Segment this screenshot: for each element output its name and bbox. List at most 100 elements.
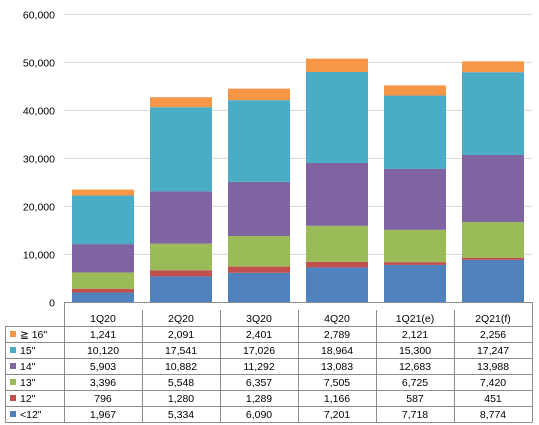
data-label: 8,774 <box>480 409 506 421</box>
legend-label: 14" <box>20 361 36 373</box>
x-tick-label: 3Q20 <box>246 313 272 325</box>
legend-swatch <box>10 347 16 353</box>
legend-label: <12" <box>20 409 42 421</box>
bar-segment <box>462 154 524 223</box>
data-label: 15,300 <box>399 345 431 357</box>
bar-segment <box>228 181 290 237</box>
data-label: 17,247 <box>477 345 509 357</box>
data-label: 1,289 <box>246 393 272 405</box>
bar-segment <box>228 266 290 273</box>
bar-segment <box>228 236 290 267</box>
bar-segment <box>150 97 212 108</box>
data-label: 3,396 <box>90 377 116 389</box>
bar-stacks <box>72 58 524 302</box>
data-label: 7,420 <box>480 377 506 389</box>
data-label: 451 <box>484 393 502 405</box>
bar-segment <box>384 264 446 302</box>
y-tick-label: 40,000 <box>23 106 55 118</box>
data-label: 17,026 <box>243 345 275 357</box>
bar-segment <box>150 276 212 302</box>
data-label: 7,718 <box>402 409 428 421</box>
bar-segment <box>462 72 524 155</box>
y-tick-label: 30,000 <box>23 154 55 166</box>
bar-segment <box>384 229 446 263</box>
bar-segment <box>72 244 134 273</box>
y-tick-label: 60,000 <box>23 10 55 22</box>
data-label: 12,683 <box>399 361 431 373</box>
data-label: 587 <box>406 393 424 405</box>
data-label: 5,334 <box>168 409 194 421</box>
data-label: 1,241 <box>90 329 116 341</box>
data-label: 6,090 <box>246 409 272 421</box>
y-tick-label: 20,000 <box>23 202 55 214</box>
data-label: 13,083 <box>321 361 353 373</box>
data-label: 1,967 <box>90 409 116 421</box>
data-label: 13,988 <box>477 361 509 373</box>
y-tick-label: 0 <box>49 298 55 310</box>
y-tick-label: 10,000 <box>23 250 55 262</box>
y-tick-label: 50,000 <box>23 58 55 70</box>
data-label: 2,256 <box>480 329 506 341</box>
data-label: 2,121 <box>402 329 428 341</box>
bar-segment <box>150 191 212 244</box>
bar-segment <box>150 107 212 192</box>
y-axis: 0 10,000 20,000 30,000 40,000 50,000 60,000 <box>23 10 55 310</box>
data-label: 17,541 <box>165 345 197 357</box>
bar-segment <box>150 270 212 277</box>
bar-segment <box>306 71 368 164</box>
bar-segment <box>462 222 524 258</box>
legend-label: 15" <box>20 345 36 357</box>
data-label: 18,964 <box>321 345 353 357</box>
bar-segment <box>306 225 368 262</box>
legend-swatch <box>10 363 16 369</box>
legend-swatch <box>10 379 16 385</box>
bar-segment <box>462 61 524 73</box>
bar-segment <box>72 195 134 245</box>
x-tick-label: 2Q20 <box>168 313 194 325</box>
data-label: 10,882 <box>165 361 197 373</box>
data-label: 1,280 <box>168 393 194 405</box>
legend-swatch <box>10 331 16 337</box>
bar-segment <box>72 189 134 196</box>
x-tick-label: 2Q21(f) <box>475 313 511 325</box>
x-tick-label: 4Q20 <box>324 313 350 325</box>
bar-segment <box>306 163 368 226</box>
data-table: ≧ 16" 1,241 2,091 2,401 2,789 2,121 2,256 15" 10… <box>5 302 533 423</box>
data-label: 2,091 <box>168 329 194 341</box>
bar-segment <box>384 168 446 230</box>
gridlines <box>64 14 532 255</box>
bar-segment <box>306 58 368 72</box>
bar-segment <box>306 267 368 302</box>
bar-segment <box>228 272 290 302</box>
x-tick-label: 1Q20 <box>90 313 116 325</box>
legend-label: 13" <box>20 377 36 389</box>
data-label: 1,166 <box>324 393 350 405</box>
bar-segment <box>150 243 212 271</box>
legend-label: ≧ 16" <box>20 329 47 341</box>
data-label: 6,357 <box>246 377 272 389</box>
data-label: 7,505 <box>324 377 350 389</box>
data-label: 796 <box>94 393 112 405</box>
data-label: 10,120 <box>87 345 119 357</box>
data-label: 7,201 <box>324 409 350 421</box>
bar-segment <box>462 259 524 302</box>
bar-segment <box>306 261 368 268</box>
data-label: 2,789 <box>324 329 350 341</box>
data-label: 5,903 <box>90 361 116 373</box>
bar-segment <box>72 292 134 302</box>
bar-segment <box>384 262 446 265</box>
x-tick-label: 1Q21(e) <box>396 313 435 325</box>
bar-segment <box>384 85 446 96</box>
bar-segment <box>228 100 290 182</box>
data-label: 11,292 <box>243 361 274 373</box>
legend-swatch <box>10 395 16 401</box>
bar-segment <box>384 95 446 169</box>
bar-segment <box>462 257 524 260</box>
bar-segment <box>72 288 134 293</box>
data-label: 5,548 <box>168 377 194 389</box>
data-label: 6,725 <box>402 377 428 389</box>
data-label: 2,401 <box>246 329 272 341</box>
bar-segment <box>228 88 290 101</box>
legend-swatch <box>10 411 16 417</box>
